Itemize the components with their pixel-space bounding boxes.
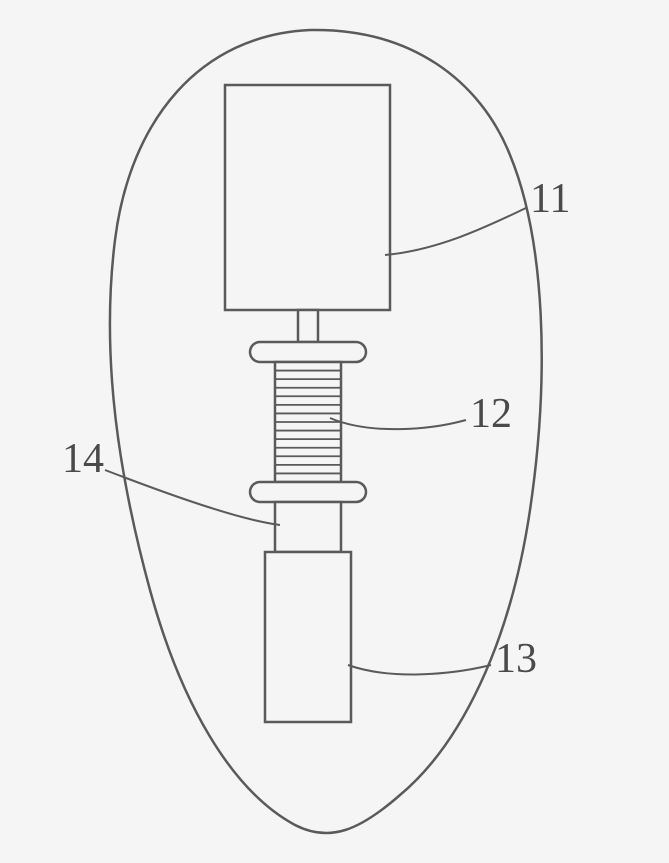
- callout-label-12: 12: [470, 390, 512, 438]
- diagram-svg: [0, 0, 669, 858]
- callout-label-13: 13: [495, 635, 537, 683]
- callout-label-11: 11: [530, 175, 570, 223]
- callout-label-14: 14: [62, 435, 104, 483]
- technical-diagram: [0, 0, 669, 858]
